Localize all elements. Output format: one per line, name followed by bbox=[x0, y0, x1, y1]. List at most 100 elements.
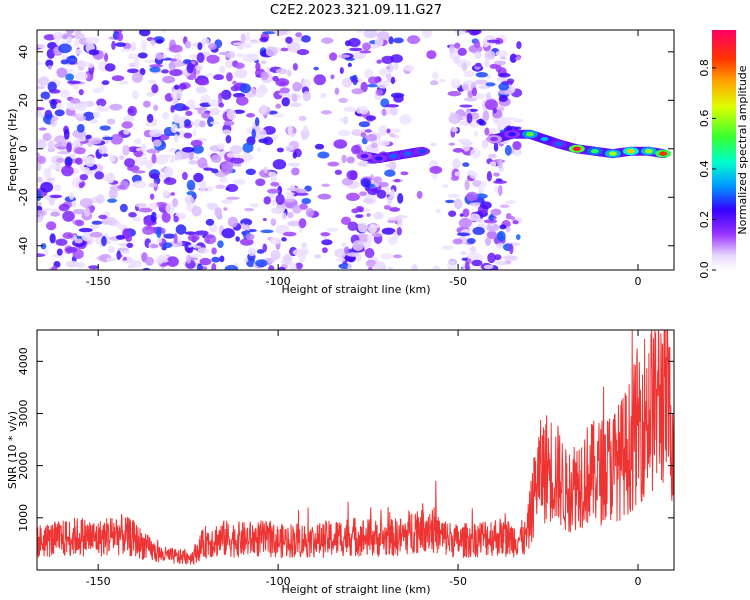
spectrogram-noise-blob bbox=[357, 221, 368, 233]
spectrogram-noise-blob bbox=[205, 218, 215, 226]
spectrogram-noise-blob bbox=[183, 132, 193, 139]
spectrogram-ytick-label: 40 bbox=[17, 45, 30, 59]
spectrogram-noise-blob bbox=[387, 216, 401, 221]
spectrogram-noise-blob bbox=[65, 246, 78, 253]
signal-track-core bbox=[403, 151, 412, 156]
spectrogram-noise-blob bbox=[347, 221, 359, 232]
spectrogram-noise-blob bbox=[63, 128, 70, 140]
spectrogram-noise-blob bbox=[459, 104, 473, 108]
spectrogram-noise-blob bbox=[196, 87, 208, 94]
spectrogram-noise-blob bbox=[89, 223, 100, 230]
spectrogram-noise-blob bbox=[268, 264, 275, 270]
spectrogram-noise-blob bbox=[165, 203, 175, 214]
spectrogram-noise-blob bbox=[174, 151, 182, 161]
spectrogram-noise-blob bbox=[85, 36, 100, 45]
spectrogram-noise-blob bbox=[458, 217, 472, 229]
spectrogram-noise-blob bbox=[479, 120, 487, 126]
spectrogram-noise-blob bbox=[453, 30, 467, 35]
spectrogram-noise-blob bbox=[381, 108, 387, 117]
spectrogram-noise-blob bbox=[377, 81, 389, 89]
spectrogram-noise-blob bbox=[371, 142, 378, 149]
spectrogram-noise-blob bbox=[392, 254, 402, 259]
spectrogram-noise-blob bbox=[151, 84, 159, 94]
spectrogram-noise-blob bbox=[230, 157, 245, 164]
spectrogram-noise-blob bbox=[462, 83, 469, 91]
spectrogram-noise-blob bbox=[276, 147, 284, 153]
spectrogram-noise-blob bbox=[170, 192, 176, 196]
spectrogram-noise-blob bbox=[387, 128, 402, 133]
spectrogram-noise-blob bbox=[475, 72, 488, 78]
spectrogram-noise-blob bbox=[107, 246, 116, 253]
spectrogram-noise-blob bbox=[69, 153, 77, 159]
spectrogram-noise-blob bbox=[102, 153, 109, 157]
spectrogram-noise-blob bbox=[302, 91, 312, 102]
spectrogram-noise-blob bbox=[321, 239, 333, 246]
spectrogram-noise-blob bbox=[66, 35, 72, 44]
spectrogram-noise-blob bbox=[224, 59, 234, 69]
spectrogram-noise-blob bbox=[89, 231, 103, 238]
spectrogram-noise-blob bbox=[473, 40, 481, 49]
spectrogram-noise-blob bbox=[384, 169, 396, 177]
spectrogram-noise-blob bbox=[484, 127, 490, 136]
spectrogram-noise-blob bbox=[441, 245, 454, 250]
spectrogram-noise-blob bbox=[196, 78, 210, 86]
spectrogram-noise-blob bbox=[223, 120, 235, 126]
spectrogram-noise-blob bbox=[235, 236, 240, 242]
spectrogram-noise-blob bbox=[260, 104, 267, 115]
spectrogram-noise-blob bbox=[45, 59, 54, 68]
spectrogram-noise-blob bbox=[371, 232, 383, 237]
spectrogram-noise-blob bbox=[226, 196, 240, 200]
spectrogram-noise-blob bbox=[421, 30, 433, 39]
spectrogram-noise-blob bbox=[150, 211, 157, 223]
spectrogram-noise-blob bbox=[55, 238, 68, 246]
spectrogram-noise-blob bbox=[181, 106, 190, 111]
spectrogram-noise-blob bbox=[471, 259, 483, 267]
signal-track-core bbox=[554, 141, 563, 147]
spectrogram-noise-blob bbox=[260, 229, 274, 234]
spectrogram-noise-blob bbox=[271, 199, 276, 207]
spectrogram-noise-blob bbox=[223, 207, 228, 211]
spectrogram-noise-blob bbox=[301, 198, 312, 205]
spectrogram-noise-blob bbox=[360, 178, 372, 188]
spectrogram-noise-blob bbox=[432, 173, 438, 179]
spectrogram-noise-blob bbox=[135, 147, 142, 152]
spectrogram-noise-blob bbox=[497, 158, 503, 169]
spectrogram-noise-blob bbox=[173, 133, 179, 143]
spectrogram-noise-blob bbox=[302, 78, 311, 90]
spectrogram-noise-blob bbox=[358, 121, 371, 128]
spectrogram-noise-blob bbox=[260, 71, 269, 80]
spectrogram-noise-blob bbox=[505, 212, 512, 220]
spectrogram-noise-blob bbox=[263, 166, 268, 174]
spectrogram-noise-blob bbox=[133, 58, 140, 69]
spectrogram-noise-blob bbox=[37, 202, 43, 206]
colorbar-tick-label: 0.6 bbox=[698, 110, 711, 128]
spectrogram-noise-blob bbox=[62, 232, 74, 240]
spectrogram-noise-blob bbox=[210, 154, 222, 164]
spectrogram-noise-blob bbox=[186, 179, 196, 191]
spectrogram-noise-blob bbox=[271, 134, 279, 140]
spectrogram-plot-area bbox=[37, 30, 672, 270]
spectrogram-noise-blob bbox=[149, 64, 164, 68]
spectrogram-noise-blob bbox=[255, 259, 268, 268]
spectrogram-noise-blob bbox=[345, 192, 360, 202]
spectrogram-xlabel: Height of straight line (km) bbox=[281, 283, 430, 296]
spectrogram-noise-blob bbox=[516, 41, 522, 50]
spectrogram-ytick-label: 0 bbox=[17, 145, 30, 152]
spectrogram-noise-blob bbox=[116, 32, 124, 42]
spectrogram-noise-blob bbox=[393, 94, 404, 103]
spectrogram-noise-blob bbox=[246, 257, 256, 268]
spectrogram-noise-blob bbox=[365, 259, 377, 268]
spectrogram-noise-blob bbox=[50, 211, 60, 217]
spectrogram-noise-blob bbox=[60, 59, 69, 65]
spectrogram-noise-blob bbox=[75, 261, 86, 269]
spectrogram-noise-blob bbox=[390, 106, 398, 116]
spectrogram-noise-blob bbox=[101, 235, 107, 247]
spectrogram-noise-blob bbox=[287, 162, 301, 167]
spectrogram-noise-blob bbox=[241, 222, 246, 230]
spectrogram-noise-blob bbox=[135, 202, 147, 208]
spectrogram-noise-blob bbox=[247, 247, 257, 257]
spectrogram-noise-blob bbox=[149, 128, 163, 138]
spectrogram-noise-blob bbox=[163, 233, 176, 239]
spectrogram-noise-blob bbox=[493, 142, 499, 152]
spectrogram-noise-blob bbox=[245, 233, 255, 241]
